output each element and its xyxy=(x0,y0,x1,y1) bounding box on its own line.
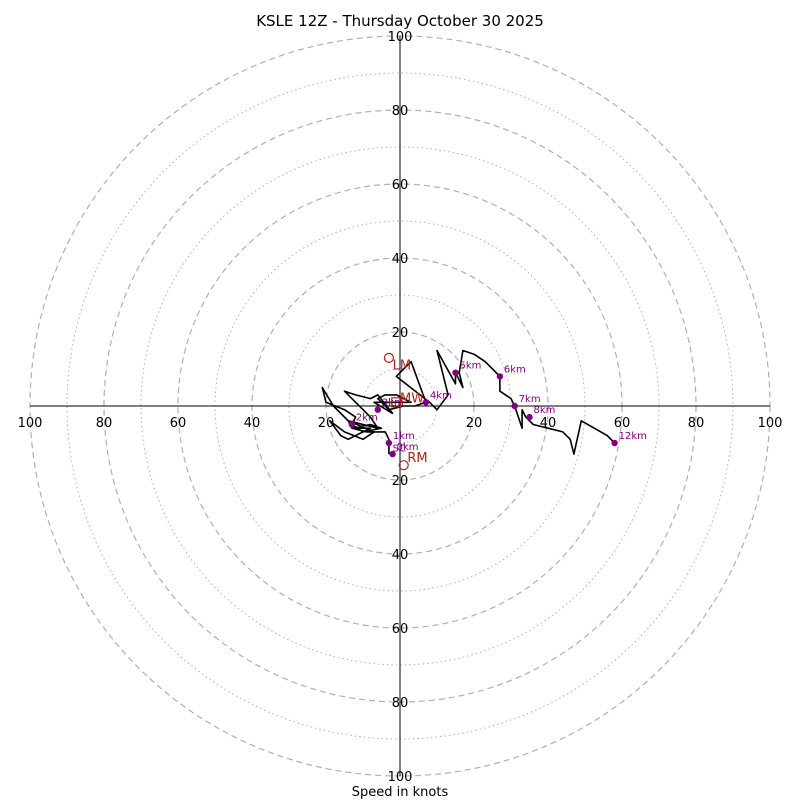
x-axis-label: Speed in knots xyxy=(352,785,449,800)
hodograph-trace xyxy=(321,349,616,455)
height-marker-point xyxy=(452,369,459,376)
x-tick-label: 80 xyxy=(688,416,705,431)
axes xyxy=(30,36,770,776)
height-marker-label: 6km xyxy=(504,364,526,375)
storm-motion-label: MW xyxy=(400,392,424,407)
y-tick-label: 20 xyxy=(392,474,409,489)
x-tick-label: 100 xyxy=(18,416,43,431)
x-tick-label: 80 xyxy=(96,416,113,431)
x-tick-label: 60 xyxy=(170,416,187,431)
chart-title: KSLE 12Z - Thursday October 30 2025 xyxy=(256,12,544,30)
height-marker-point xyxy=(496,373,504,380)
storm-motion-markers: LM RM MW SC xyxy=(383,352,428,471)
height-marker-point xyxy=(422,399,430,406)
y-tick-label: 20 xyxy=(392,326,409,341)
height-marker-label: 12km xyxy=(619,431,647,442)
y-tick-label: 80 xyxy=(392,696,409,711)
height-marker-point xyxy=(389,450,396,458)
height-marker-point xyxy=(374,406,381,413)
height-marker-point xyxy=(348,421,356,428)
height-marker-label: 4km xyxy=(430,390,452,401)
height-marker-label: 5km xyxy=(460,361,482,372)
storm-motion-label: RM xyxy=(407,451,427,466)
x-tick-label: 60 xyxy=(614,416,631,431)
y-tick-label: 40 xyxy=(392,252,409,267)
hodograph-trace-group xyxy=(321,349,616,455)
y-tick-label: 40 xyxy=(392,548,409,563)
tick-labels: 100 80 60 40 20 20 40 60 80 100100806040202040608… xyxy=(18,30,783,785)
storm-center-label: SC xyxy=(393,444,406,455)
height-marker-label: 7km xyxy=(519,394,541,405)
x-tick-label: 100 xyxy=(758,416,783,431)
y-tick-label: 100 xyxy=(388,770,413,785)
y-tick-label: 60 xyxy=(392,178,409,193)
storm-motion-marker xyxy=(383,352,394,363)
height-marker-label: 3km xyxy=(382,398,404,409)
height-marker-label: 2km xyxy=(356,413,378,424)
height-marker-point xyxy=(611,439,618,447)
storm-motion-marker xyxy=(398,460,409,471)
mean-wind-marker xyxy=(391,397,402,408)
y-tick-label: 100 xyxy=(388,30,413,45)
height-marker-point xyxy=(526,413,533,421)
x-tick-label: 20 xyxy=(318,416,335,431)
height-marker-point xyxy=(385,439,393,447)
storm-motion-label: LM xyxy=(393,358,411,373)
x-tick-label: 20 xyxy=(466,416,483,431)
height-marker-label: 1km xyxy=(393,431,415,442)
height-marker-label: 8km xyxy=(534,405,556,416)
x-tick-label: 40 xyxy=(244,416,261,431)
height-marker-point xyxy=(511,402,518,410)
y-tick-label: 60 xyxy=(392,622,409,637)
y-tick-label: 80 xyxy=(392,104,409,119)
height-marker-label: 0km xyxy=(397,442,419,453)
